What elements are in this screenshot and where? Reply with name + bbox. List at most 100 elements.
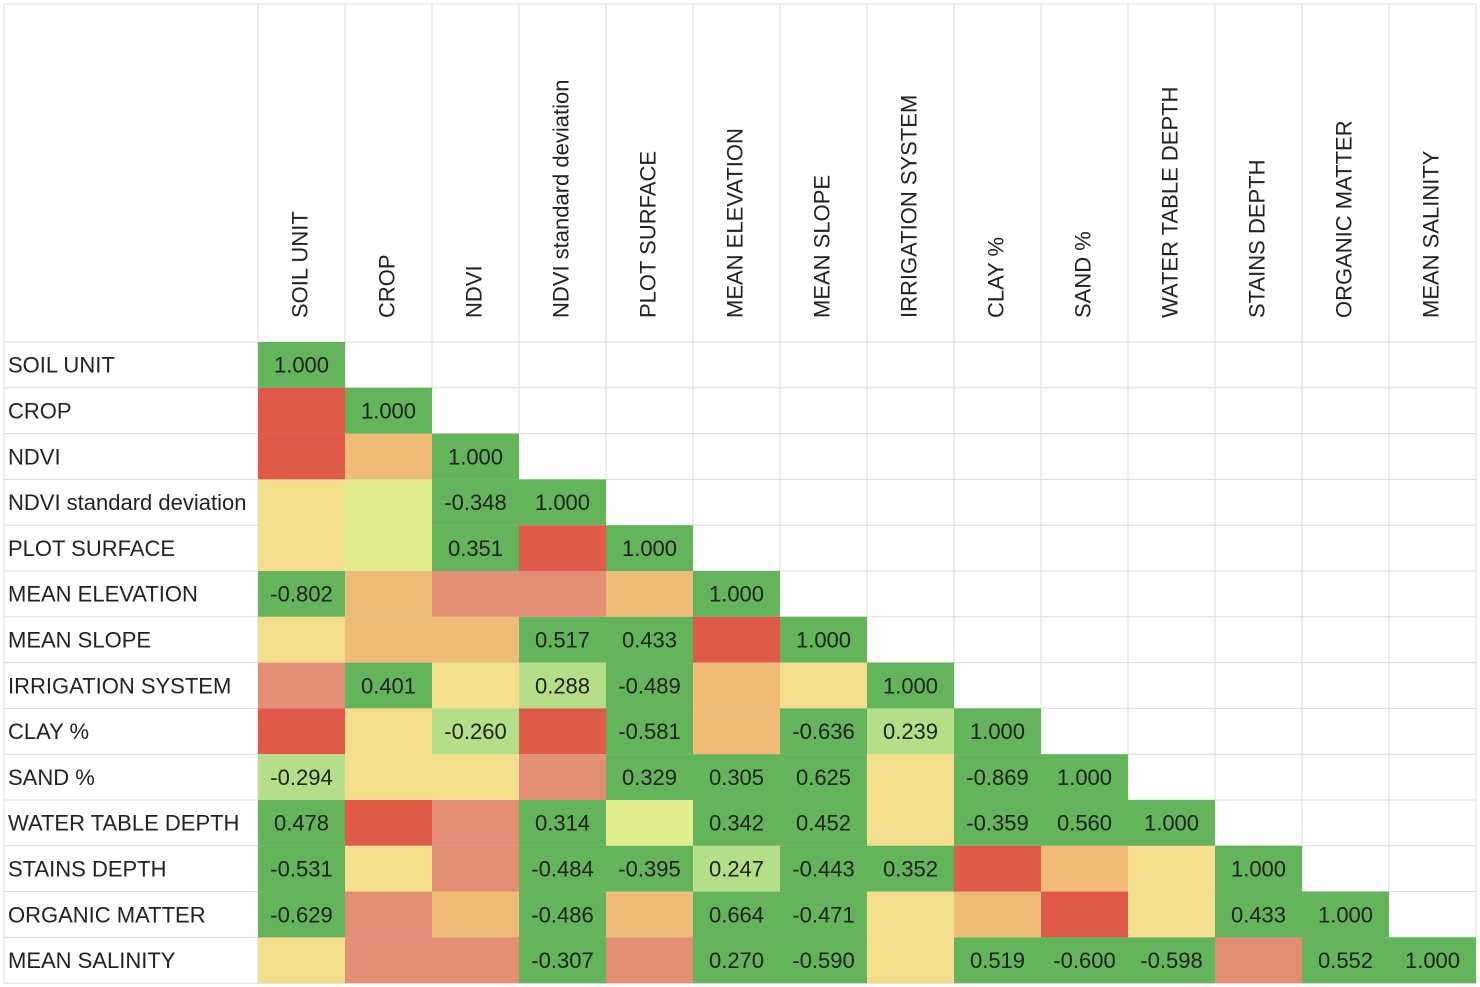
cell [1128, 937, 1215, 984]
cell [432, 571, 519, 617]
cell [258, 571, 345, 617]
cell [1041, 891, 1128, 938]
cell [432, 616, 519, 663]
column-header: MEAN SALINITY [1418, 150, 1443, 318]
cell-value: -0.489 [618, 673, 680, 698]
cell [606, 937, 693, 984]
cell [780, 937, 867, 984]
cell [432, 891, 519, 938]
cell [867, 845, 954, 892]
cell [258, 662, 345, 709]
cell [1302, 891, 1389, 938]
cell-value: 0.560 [1057, 811, 1112, 836]
row-label: STAINS DEPTH [8, 857, 167, 882]
cell [867, 937, 954, 984]
cell-value: 0.314 [535, 811, 590, 836]
column-header: MEAN SLOPE [809, 175, 834, 318]
cell [519, 479, 606, 526]
cell [867, 891, 954, 938]
cell [519, 708, 606, 755]
cell-value: 1.000 [1318, 902, 1373, 927]
cell [954, 891, 1041, 938]
row-label: NDVI standard deviation [8, 490, 246, 515]
cell [345, 433, 432, 480]
row-label: MEAN ELEVATION [8, 582, 198, 607]
cell [693, 616, 780, 663]
cell [519, 754, 606, 800]
row-label: CLAY % [8, 719, 89, 744]
cell [432, 662, 519, 709]
cell-value: 1.000 [1231, 857, 1286, 882]
cell [780, 800, 867, 846]
cell-value: 0.625 [796, 765, 851, 790]
cell [345, 616, 432, 663]
cell-value: 0.305 [709, 765, 764, 790]
row-label: SAND % [8, 765, 95, 790]
row-label: CROP [8, 399, 72, 424]
cell [258, 800, 345, 846]
cell [606, 754, 693, 800]
row-label: PLOT SURFACE [8, 536, 175, 561]
cell [432, 433, 519, 480]
column-header: IRRIGATION SYSTEM [896, 95, 921, 318]
cell-value: -0.598 [1140, 948, 1202, 973]
cell-value: 0.452 [796, 811, 851, 836]
cell [1215, 845, 1302, 892]
cell [1302, 937, 1389, 984]
cell-value: 1.000 [274, 353, 329, 378]
cell [345, 571, 432, 617]
cell [258, 387, 345, 434]
cell-value: 0.552 [1318, 948, 1373, 973]
cell [519, 800, 606, 846]
column-header: WATER TABLE DEPTH [1157, 87, 1182, 318]
cell [780, 754, 867, 800]
cell-value: 1.000 [796, 628, 851, 653]
cell [954, 754, 1041, 800]
cell [345, 662, 432, 709]
cell [693, 937, 780, 984]
cell [519, 937, 606, 984]
cell [1215, 937, 1302, 984]
cell-value: 1.000 [709, 582, 764, 607]
cell [258, 479, 345, 526]
cell-value: -0.581 [618, 719, 680, 744]
cell [693, 571, 780, 617]
cell-value: -0.531 [270, 857, 332, 882]
row-label: MEAN SALINITY [8, 948, 176, 973]
cell [258, 525, 345, 571]
cell [258, 937, 345, 984]
cell-value: -0.307 [531, 948, 593, 973]
cell [1389, 937, 1476, 984]
cell [432, 845, 519, 892]
cell [1128, 891, 1215, 938]
cell [432, 525, 519, 571]
cell-value: -0.600 [1053, 948, 1115, 973]
cell-value: 0.288 [535, 673, 590, 698]
row-label: WATER TABLE DEPTH [8, 811, 239, 836]
cell-value: 0.517 [535, 628, 590, 653]
cell [1128, 800, 1215, 846]
cell [606, 891, 693, 938]
cell [693, 891, 780, 938]
cell [693, 845, 780, 892]
cell [1041, 937, 1128, 984]
cell-value: 1.000 [1144, 811, 1199, 836]
cell [432, 754, 519, 800]
cell-value: -0.636 [792, 719, 854, 744]
cell [345, 800, 432, 846]
cell-value: -0.802 [270, 582, 332, 607]
cell-value: 0.401 [361, 673, 416, 698]
cell [432, 800, 519, 846]
cell-value: -0.359 [966, 811, 1028, 836]
cell-value: 0.478 [274, 811, 329, 836]
cell [432, 708, 519, 755]
cell-value: -0.294 [270, 765, 332, 790]
row-label: IRRIGATION SYSTEM [8, 673, 231, 698]
cell [693, 662, 780, 709]
cell [867, 662, 954, 709]
cell [258, 891, 345, 938]
cell [867, 800, 954, 846]
column-header: STAINS DEPTH [1244, 159, 1269, 318]
